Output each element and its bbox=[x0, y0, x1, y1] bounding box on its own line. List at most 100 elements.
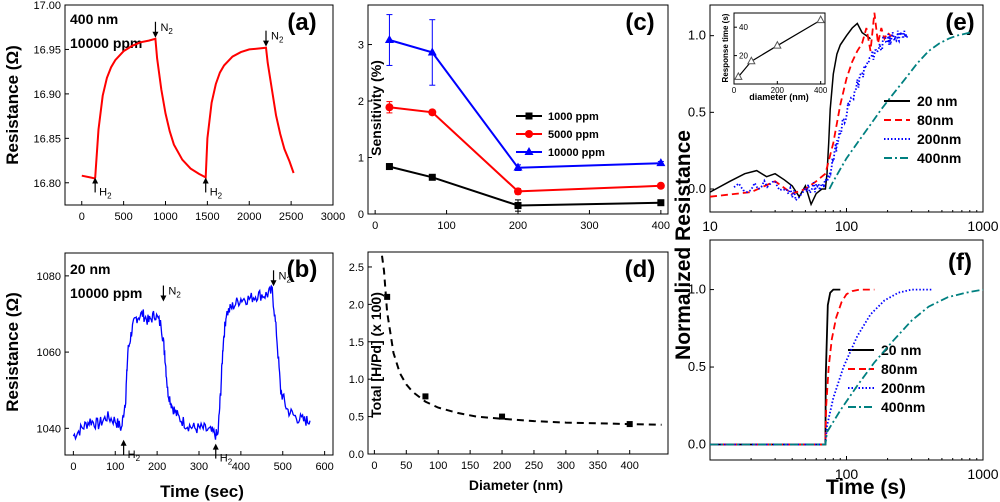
panel-b-event-marker-arrow-head bbox=[270, 280, 277, 287]
panel-a-annotation-concentration: 10000 ppm bbox=[70, 35, 142, 51]
panel-c-point bbox=[656, 181, 665, 190]
panel-b-x-tick-label: 300 bbox=[190, 461, 208, 473]
panel-a-event-marker-label-subscript: 2 bbox=[218, 191, 223, 200]
panel-c-point bbox=[428, 173, 436, 181]
panel-b-x-tick-label: 200 bbox=[148, 461, 166, 473]
panel-a-event-marker-label-subscript: 2 bbox=[107, 191, 112, 200]
panel-f-x-tick-label: 100 bbox=[835, 466, 859, 482]
panel-c-point bbox=[385, 103, 394, 112]
panel-ef-y-axis-label: Normalized Resistance bbox=[672, 130, 695, 360]
panel-e-inset-y-tick-label: 20 bbox=[739, 52, 748, 61]
panel-a-annotation-diameter: 400 nm bbox=[70, 11, 118, 27]
panel-c-point bbox=[513, 162, 523, 171]
panel-e-inset-point bbox=[816, 15, 826, 24]
panel-b-x-tick-label: 400 bbox=[232, 461, 250, 473]
panel-d-y-axis-label: Total [H/Pd] (x 100) bbox=[368, 292, 384, 418]
panel-b-y-tick-label: 1040 bbox=[37, 423, 61, 435]
panel-c-series-line bbox=[389, 165, 661, 207]
panel-c-legend-marker bbox=[525, 112, 533, 120]
panel-a-plot-frame bbox=[64, 4, 334, 206]
panel-e-inset-point bbox=[772, 40, 782, 49]
panel-f-legend-label: 400nm bbox=[881, 399, 925, 415]
panel-e-inset-y-tick-label: 40 bbox=[739, 23, 748, 32]
panel-a-x-tick-label: 1500 bbox=[195, 211, 219, 223]
panel-f-legend-label: 80nm bbox=[881, 361, 918, 377]
panel-a-event-marker-arrow-head bbox=[202, 177, 209, 184]
panel-a-event-marker-label: N2 bbox=[160, 22, 173, 36]
panel-d-y-tick-label: 2.0 bbox=[349, 299, 364, 311]
panel-a-x-tick-label: 2000 bbox=[237, 211, 261, 223]
panel-f-series-line bbox=[710, 288, 875, 446]
panel-d-x-tick-label: 250 bbox=[525, 460, 543, 472]
panel-d-plot-frame bbox=[367, 251, 669, 455]
panel-d: (d) Total [H/Pd] (x 100) Diameter (nm) bbox=[367, 251, 669, 493]
panel-e-series-line bbox=[709, 22, 871, 207]
panel-e-legend-label: 20 nm bbox=[917, 93, 957, 109]
panel-e-inset-x-tick-label: 200 bbox=[771, 86, 785, 95]
panel-e-inset-line bbox=[737, 19, 822, 78]
panel-d-y-tick-label: 0.5 bbox=[349, 412, 364, 424]
panel-a-event-marker-arrow-head bbox=[152, 31, 159, 38]
panel-d-y-tick-label: 1.0 bbox=[349, 374, 364, 386]
panel-e-legend-label: 400nm bbox=[917, 150, 961, 166]
panel-c-point bbox=[385, 163, 393, 171]
panel-a-x-tick-label: 1000 bbox=[153, 211, 177, 223]
panel-a: (a) 400 nm 10000 ppm Resistance (Ω) bbox=[3, 4, 334, 206]
panel-c-series-line bbox=[389, 106, 661, 193]
panel-b-annotation-diameter: 20 nm bbox=[70, 261, 110, 277]
panel-e-inset-y-axis-label: Response time (s) bbox=[721, 13, 730, 82]
panel-c-point bbox=[384, 35, 394, 44]
panel-f-series-line bbox=[710, 288, 984, 446]
panel-c-y-tick-label: 2 bbox=[358, 96, 364, 108]
panel-b-y-axis-label: Resistance (Ω) bbox=[3, 292, 22, 411]
panel-b-event-marker-arrow-head bbox=[212, 443, 219, 450]
panel-b-event-marker-arrow-head bbox=[120, 439, 127, 446]
panel-b-event-marker-label-subscript: 2 bbox=[286, 275, 291, 284]
panel-b-event-marker-label-subscript: 2 bbox=[136, 454, 141, 463]
panel-a-event-marker-arrow-head bbox=[92, 177, 99, 184]
panel-a-event-marker-label-subscript: 2 bbox=[168, 27, 173, 36]
panel-c-point bbox=[428, 108, 437, 117]
panel-d-x-tick-label: 0 bbox=[371, 460, 377, 472]
panel-f-y-tick-label: 1.0 bbox=[688, 282, 706, 297]
panel-a-x-tick-label: 2500 bbox=[279, 211, 303, 223]
panel-f-x-tick-label: 1000 bbox=[967, 466, 998, 482]
panel-f-series-line bbox=[710, 288, 932, 446]
panel-e-inset-x-tick-label: 0 bbox=[732, 86, 737, 95]
panel-e-x-tick-label: 10 bbox=[702, 218, 718, 234]
panel-f-y-tick-label: 0.0 bbox=[688, 437, 706, 452]
panel-a-x-tick-label: 500 bbox=[114, 211, 132, 223]
panel-b-event-marker-label: N2 bbox=[168, 286, 181, 300]
panel-a-y-tick-label: 17.00 bbox=[33, 0, 61, 12]
panel-b-x-tick-label: 100 bbox=[106, 461, 124, 473]
panel-c-x-tick-label: 200 bbox=[509, 220, 527, 232]
panel-c-point bbox=[514, 202, 522, 210]
panel-a-y-tick-label: 16.80 bbox=[33, 178, 61, 190]
panel-c-x-tick-label: 400 bbox=[652, 220, 670, 232]
panel-e-x-tick-label: 100 bbox=[835, 218, 859, 234]
panel-c-y-axis-label: Sensitivity (%) bbox=[368, 60, 384, 156]
panel-e-inset-point bbox=[733, 71, 743, 80]
panel-a-event-marker-label: H2 bbox=[99, 186, 112, 200]
panel-c-point bbox=[427, 47, 437, 56]
panel-d-y-tick-label: 2.5 bbox=[349, 262, 364, 274]
panel-f-legend-label: 200nm bbox=[881, 380, 925, 396]
panel-f-legend-label: 20 nm bbox=[881, 342, 921, 358]
panel-a-event-marker-label: N2 bbox=[271, 31, 284, 45]
panel-c-legend-label: 1000 ppm bbox=[548, 111, 599, 123]
panel-e-inset-x-tick-label: 400 bbox=[814, 86, 828, 95]
panel-f-series-line bbox=[710, 288, 841, 446]
panel-a-x-tick-label: 3000 bbox=[321, 211, 345, 223]
panel-c-legend-label: 10000 ppm bbox=[548, 147, 605, 159]
panel-b-event-marker-label-subscript: 2 bbox=[176, 291, 181, 300]
panel-b-series-line bbox=[72, 284, 311, 441]
panel-c-legend-label: 5000 ppm bbox=[548, 129, 599, 141]
panel-d-y-tick-label: 0.0 bbox=[349, 449, 364, 461]
panel-a-y-axis-label: Resistance (Ω) bbox=[3, 45, 22, 164]
panel-d-x-tick-label: 100 bbox=[429, 460, 447, 472]
panel-c-legend-marker bbox=[524, 147, 534, 155]
panel-f-plot-frame bbox=[709, 239, 984, 461]
panel-d-x-tick-label: 350 bbox=[589, 460, 607, 472]
panel-d-x-tick-label: 200 bbox=[493, 460, 511, 472]
panel-e-legend-label: 80nm bbox=[917, 112, 954, 128]
